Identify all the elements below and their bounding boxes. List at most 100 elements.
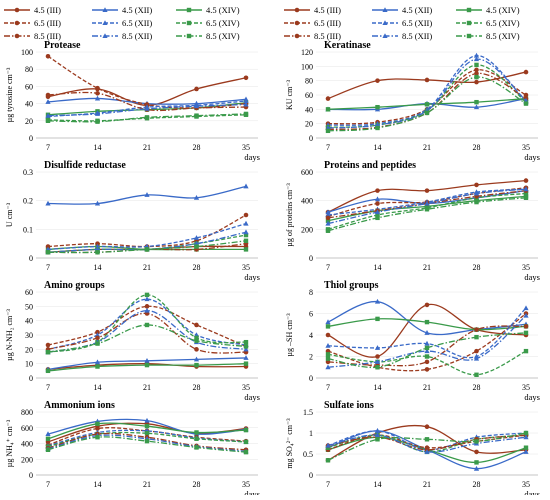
data-point bbox=[474, 99, 479, 105]
x-tick-label: 14 bbox=[94, 143, 102, 152]
data-point bbox=[144, 296, 150, 302]
data-point bbox=[95, 329, 100, 335]
x-tick-label: 21 bbox=[423, 143, 431, 152]
data-point bbox=[374, 345, 381, 350]
series-line bbox=[47, 55, 247, 109]
data-point bbox=[374, 196, 381, 202]
data-point bbox=[375, 215, 380, 221]
y-tick-label: 0.1 bbox=[23, 225, 33, 234]
data-point bbox=[193, 103, 200, 109]
x-tick-label: 14 bbox=[374, 383, 382, 392]
y-tick-label: 0 bbox=[309, 254, 313, 263]
data-point bbox=[243, 220, 249, 226]
x-axis-unit: days bbox=[524, 392, 540, 402]
series-line bbox=[327, 71, 527, 100]
data-point bbox=[144, 417, 150, 423]
x-axis-unit: days bbox=[244, 152, 260, 162]
data-point bbox=[523, 195, 529, 200]
data-point bbox=[144, 247, 150, 252]
y-axis-label: mg SO₄²⁻ cm⁻³ bbox=[285, 418, 294, 469]
series-4-5-III- bbox=[325, 424, 529, 463]
data-point bbox=[523, 178, 529, 183]
y-tick-label: 50 bbox=[25, 302, 33, 311]
x-tick-label: 35 bbox=[242, 383, 250, 392]
data-point bbox=[194, 362, 199, 368]
series-line bbox=[327, 58, 527, 129]
data-point bbox=[194, 347, 199, 352]
series-line bbox=[327, 76, 527, 132]
data-point bbox=[144, 358, 150, 363]
data-point bbox=[243, 101, 249, 107]
data-point bbox=[424, 110, 430, 116]
data-point bbox=[325, 356, 331, 361]
y-tick-label: 0.3 bbox=[23, 168, 33, 177]
y-axis-label: µg NH₄⁺ cm⁻³ bbox=[5, 419, 14, 467]
data-point bbox=[375, 437, 380, 442]
data-point bbox=[95, 341, 100, 346]
y-tick-label: 600 bbox=[301, 168, 313, 177]
data-point bbox=[95, 90, 100, 96]
data-point bbox=[193, 235, 200, 240]
data-point bbox=[325, 442, 331, 448]
data-point bbox=[474, 67, 479, 73]
data-point bbox=[45, 92, 51, 98]
data-point bbox=[474, 182, 479, 188]
y-axis-label: µg tyrosine cm⁻³ bbox=[5, 67, 14, 122]
data-point bbox=[375, 104, 380, 110]
series-8-5-XII- bbox=[45, 101, 249, 118]
data-point bbox=[194, 436, 199, 441]
series-4-5-XIV- bbox=[325, 316, 529, 332]
series-line bbox=[327, 69, 527, 125]
x-tick-label: 14 bbox=[374, 263, 382, 272]
data-point bbox=[424, 207, 430, 212]
data-point bbox=[523, 101, 529, 106]
x-axis-unit: days bbox=[244, 272, 260, 282]
series-8-5-XIV- bbox=[325, 430, 529, 463]
x-axis-unit: days bbox=[524, 272, 540, 282]
data-point bbox=[325, 332, 331, 338]
x-tick-label: 7 bbox=[46, 143, 50, 152]
data-point bbox=[243, 75, 249, 81]
data-point bbox=[473, 52, 480, 58]
x-tick-label: 21 bbox=[143, 480, 151, 489]
y-tick-label: 0 bbox=[29, 374, 33, 383]
data-point bbox=[523, 312, 529, 318]
data-point bbox=[375, 354, 380, 359]
data-point bbox=[45, 118, 51, 123]
data-point bbox=[325, 342, 331, 348]
data-point bbox=[243, 238, 249, 243]
data-point bbox=[474, 372, 479, 377]
legend-label: 6.5 (III) bbox=[34, 18, 61, 28]
data-point bbox=[424, 449, 430, 454]
data-point bbox=[193, 356, 200, 362]
data-point bbox=[375, 188, 380, 193]
data-point bbox=[474, 449, 479, 455]
data-point bbox=[523, 434, 529, 440]
data-point bbox=[523, 305, 529, 311]
series-4-5-XII- bbox=[45, 183, 249, 206]
data-point bbox=[474, 348, 479, 354]
data-point bbox=[243, 427, 249, 433]
y-tick-label: 6 bbox=[309, 310, 313, 319]
y-tick-label: 80 bbox=[305, 77, 313, 86]
legend-label: 6.5 (XIV) bbox=[486, 18, 520, 28]
legend-1: 4.5 (III) 4.5 (XII) 4.5 (XIV) 6.5 (III) 6.5 … bbox=[4, 5, 240, 41]
legend-swatch-marker bbox=[102, 7, 108, 12]
data-point bbox=[375, 212, 380, 218]
legend-label: 8.5 (XIV) bbox=[486, 31, 520, 41]
data-point bbox=[94, 359, 101, 365]
legend-label: 6.5 (XII) bbox=[122, 18, 152, 28]
y-axis-label: µg –SH cm⁻³ bbox=[285, 313, 294, 357]
legend-swatch-marker bbox=[102, 20, 108, 25]
data-point bbox=[144, 362, 150, 368]
legend-swatch-marker bbox=[14, 20, 20, 26]
y-tick-label: 40 bbox=[305, 105, 313, 114]
y-tick-label: 200 bbox=[21, 455, 33, 464]
panel-title: Sulfate ions bbox=[324, 400, 374, 411]
y-tick-label: 100 bbox=[301, 62, 313, 71]
data-point bbox=[424, 354, 430, 359]
y-tick-label: 80 bbox=[25, 65, 33, 74]
legend-swatch-marker bbox=[294, 20, 300, 26]
series-6-5-XII- bbox=[325, 52, 529, 128]
